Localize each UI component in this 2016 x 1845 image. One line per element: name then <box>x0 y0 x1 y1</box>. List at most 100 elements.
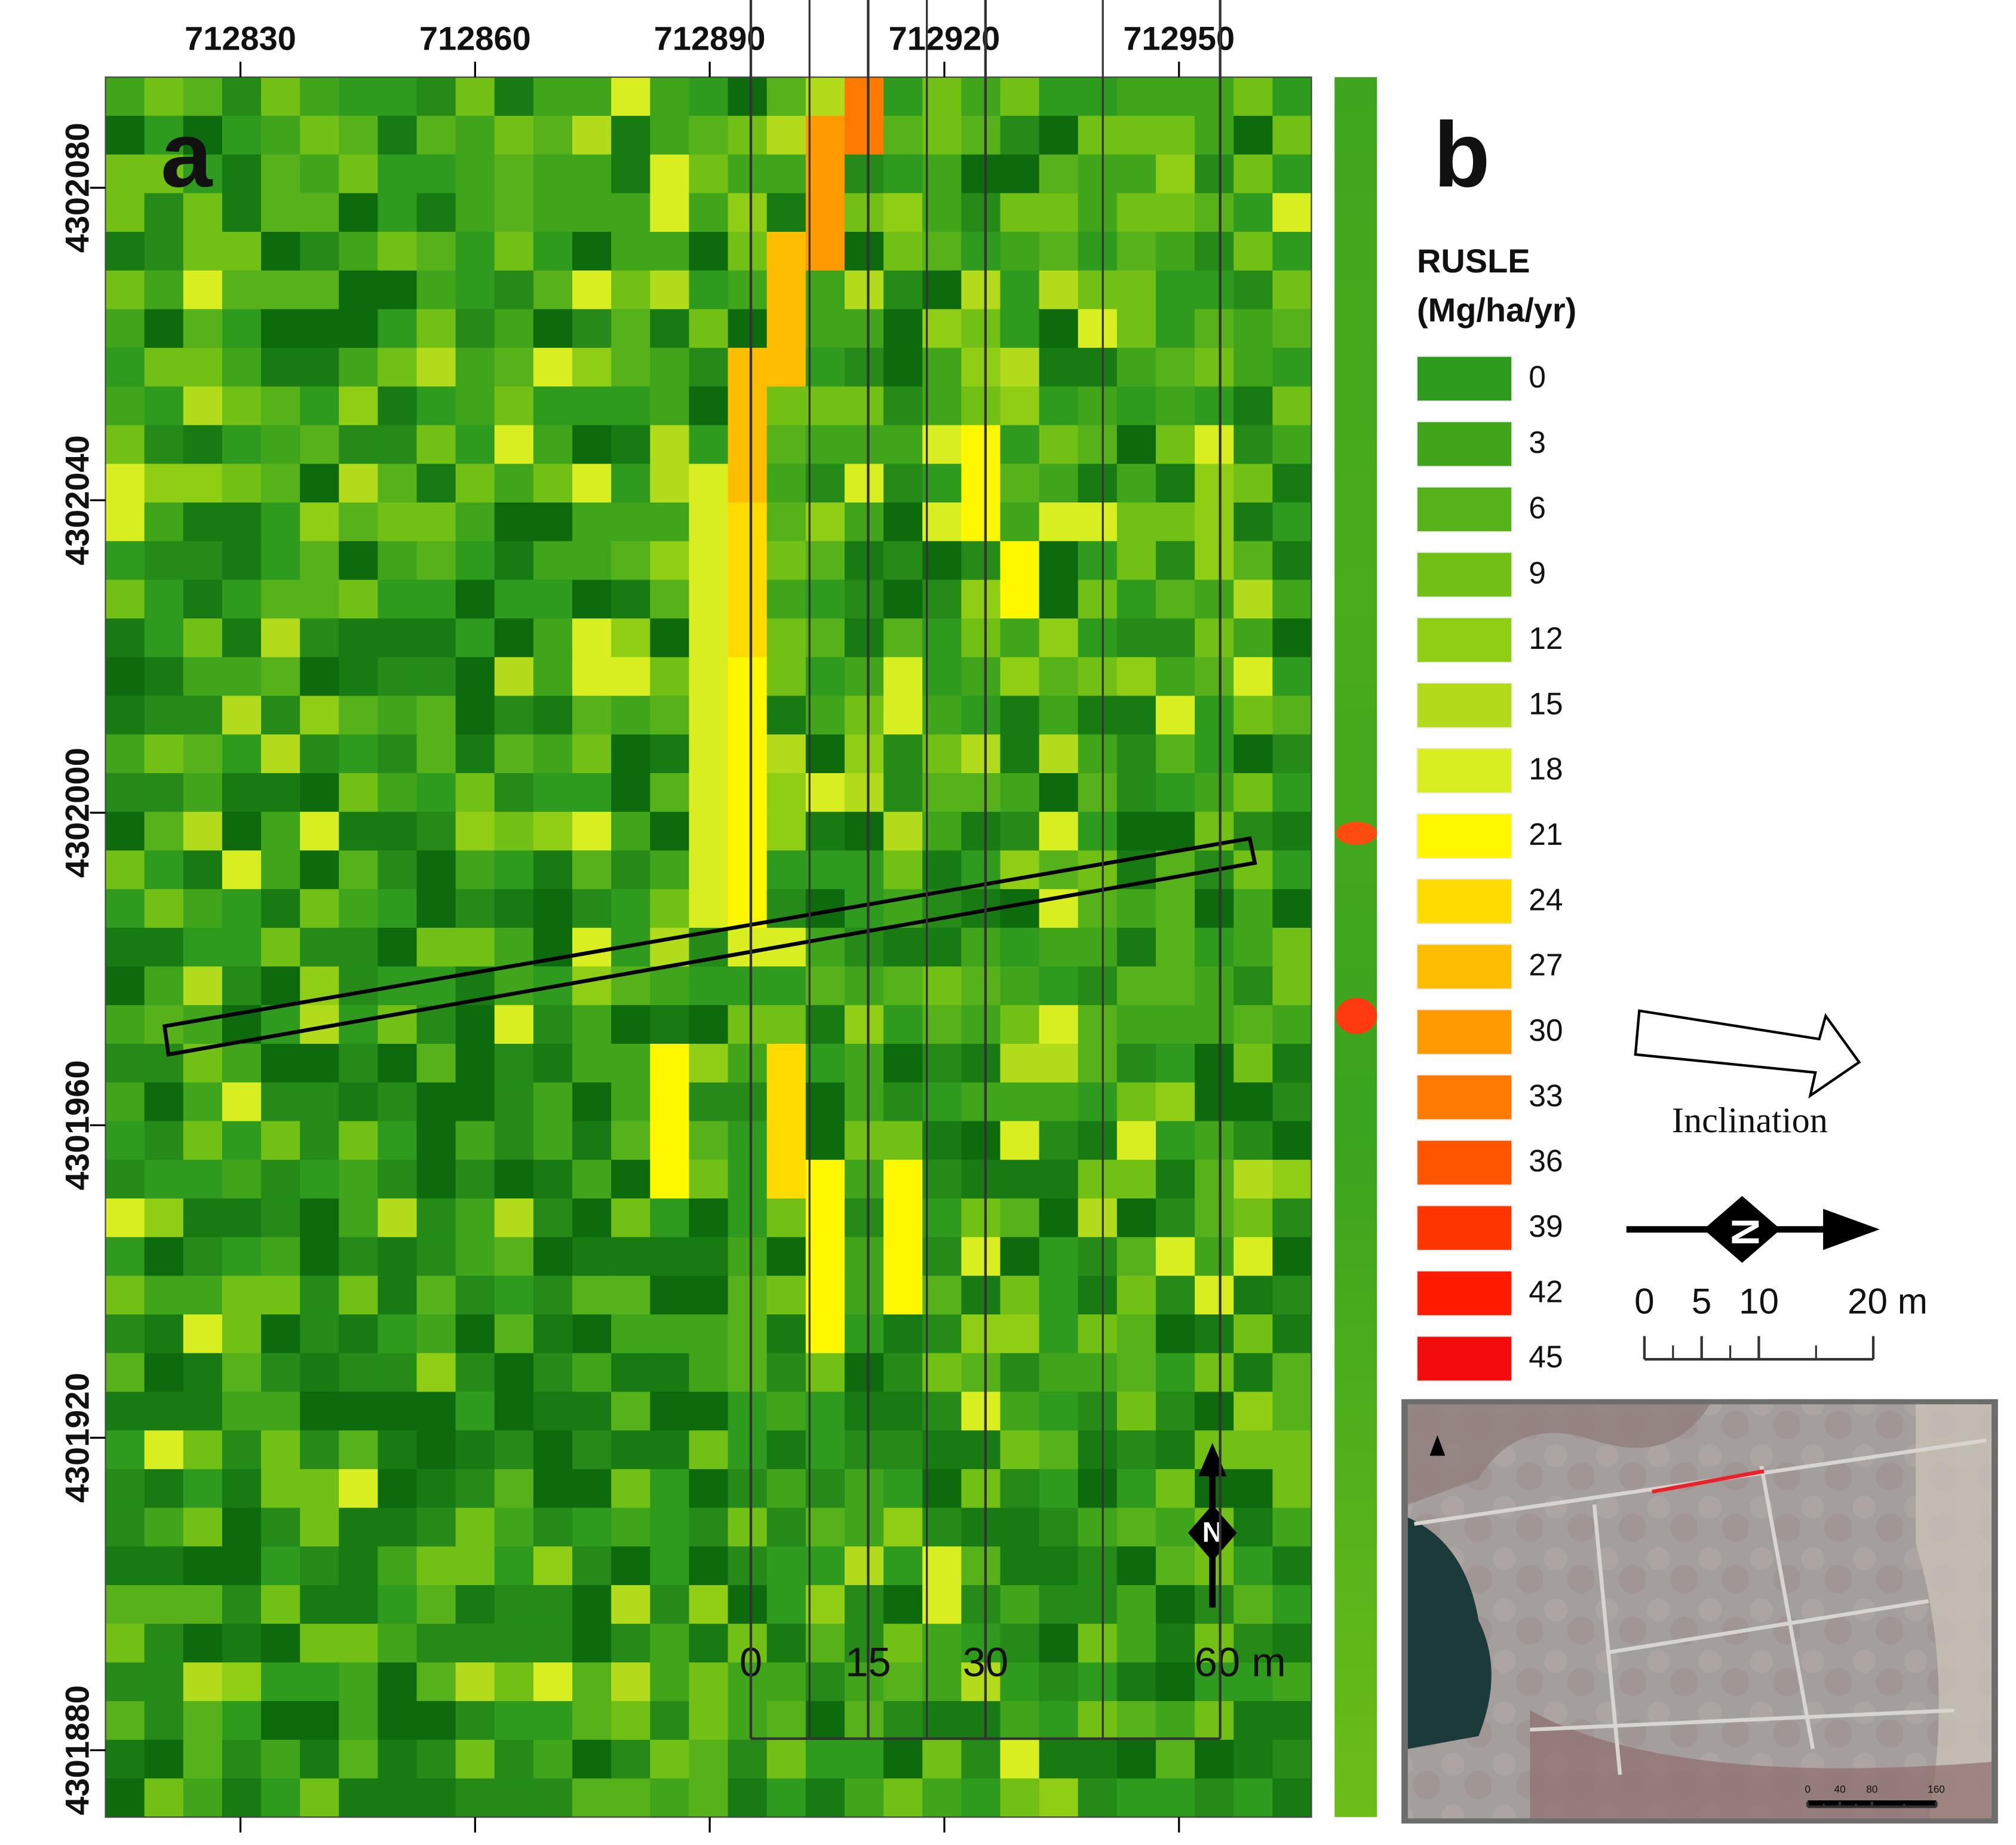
raster-cell <box>1272 1044 1312 1083</box>
raster-cell <box>300 115 340 155</box>
raster-cell <box>1155 1585 1196 1625</box>
raster-cell <box>1233 657 1274 697</box>
raster-cell <box>1272 1778 1312 1818</box>
raster-cell <box>416 580 456 620</box>
raster-cell <box>1272 1353 1312 1393</box>
raster-cell <box>183 1469 223 1509</box>
raster-cell <box>1116 386 1157 426</box>
raster-cell <box>339 1469 379 1509</box>
raster-cell <box>689 541 729 581</box>
raster-cell <box>1272 193 1312 233</box>
map-frame <box>105 76 1312 1818</box>
raster-cell <box>689 425 729 465</box>
raster-cell <box>378 1044 418 1083</box>
raster-cell <box>1078 811 1118 851</box>
raster-cell <box>650 850 690 890</box>
raster-cell <box>378 1546 418 1586</box>
raster-cell <box>1233 541 1274 581</box>
raster-cell <box>222 502 262 542</box>
raster-cell <box>572 348 612 387</box>
raster-cell <box>766 695 806 735</box>
raster-cell <box>339 1739 379 1779</box>
raster-cell <box>766 618 806 658</box>
raster-cell <box>961 1739 1001 1779</box>
raster-cell <box>183 850 223 890</box>
raster-cell <box>533 657 573 697</box>
raster-cell <box>339 77 379 117</box>
raster-cell <box>805 1198 846 1238</box>
raster-cell <box>1039 270 1079 310</box>
raster-cell <box>1039 1701 1079 1740</box>
raster-cell <box>650 1392 690 1432</box>
raster-cell <box>572 1082 612 1122</box>
raster-cell <box>883 1701 923 1740</box>
raster-cell <box>261 1778 301 1818</box>
raster-cell <box>1155 966 1196 1006</box>
raster-cell <box>728 811 768 851</box>
raster-cell <box>572 1276 612 1316</box>
raster-cell <box>1155 695 1196 735</box>
raster-cell <box>1078 889 1118 928</box>
raster-cell <box>1233 927 1274 967</box>
raster-cell <box>183 1430 223 1470</box>
raster-cell <box>183 1701 223 1740</box>
raster-cell <box>1272 1121 1312 1161</box>
raster-cell <box>728 541 768 581</box>
raster-cell <box>339 966 379 1006</box>
raster-cell <box>533 1623 573 1663</box>
raster-cell <box>378 1507 418 1547</box>
raster-cell <box>1233 811 1274 851</box>
raster-cell <box>183 270 223 310</box>
raster-cell <box>922 1314 962 1354</box>
raster-cell <box>650 657 690 697</box>
raster-cell <box>1272 1198 1312 1238</box>
raster-cell <box>650 1121 690 1161</box>
raster-cell <box>533 1739 573 1779</box>
raster-cell <box>378 464 418 504</box>
raster-cell <box>339 425 379 465</box>
raster-cell <box>144 154 184 194</box>
raster-cell <box>261 309 301 349</box>
raster-cell <box>1000 1353 1040 1393</box>
raster-cell <box>455 618 495 658</box>
raster-cell <box>1116 1392 1157 1432</box>
raster-cell <box>533 889 573 928</box>
raster-cell <box>455 193 495 233</box>
raster-cell <box>1039 618 1079 658</box>
raster-cell <box>805 115 846 155</box>
raster-cell <box>1078 1430 1118 1470</box>
raster-cell <box>1000 1082 1040 1122</box>
raster-cell <box>1155 1314 1196 1354</box>
raster-cell <box>1233 966 1274 1006</box>
raster-cell <box>339 154 379 194</box>
raster-cell <box>728 309 768 349</box>
raster-cell <box>1155 154 1196 194</box>
raster-cell <box>805 580 846 620</box>
raster-cell <box>533 1469 573 1509</box>
raster-cell <box>1272 1469 1312 1509</box>
raster-cell <box>300 386 340 426</box>
raster-cell <box>222 154 262 194</box>
transect-outline <box>162 836 1257 1057</box>
raster-cell <box>183 889 223 928</box>
raster-cell <box>261 1430 301 1470</box>
raster-cell <box>533 850 573 890</box>
raster-cell <box>144 231 184 271</box>
raster-cell <box>183 734 223 774</box>
raster-cell <box>144 1082 184 1122</box>
legend-label: 12 <box>1529 621 1563 655</box>
raster-cell <box>300 889 340 928</box>
raster-cell <box>1000 1044 1040 1083</box>
raster-cell <box>261 734 301 774</box>
raster-cell <box>144 541 184 581</box>
raster-cell <box>1116 541 1157 581</box>
raster-cell <box>572 618 612 658</box>
raster-cell <box>416 811 456 851</box>
raster-cell <box>922 425 962 465</box>
raster-cell <box>1195 1160 1235 1199</box>
raster-cell <box>1233 386 1274 426</box>
raster-cell <box>611 1160 651 1199</box>
raster-cell <box>183 773 223 813</box>
raster-cell <box>922 1546 962 1586</box>
raster-cell <box>572 502 612 542</box>
